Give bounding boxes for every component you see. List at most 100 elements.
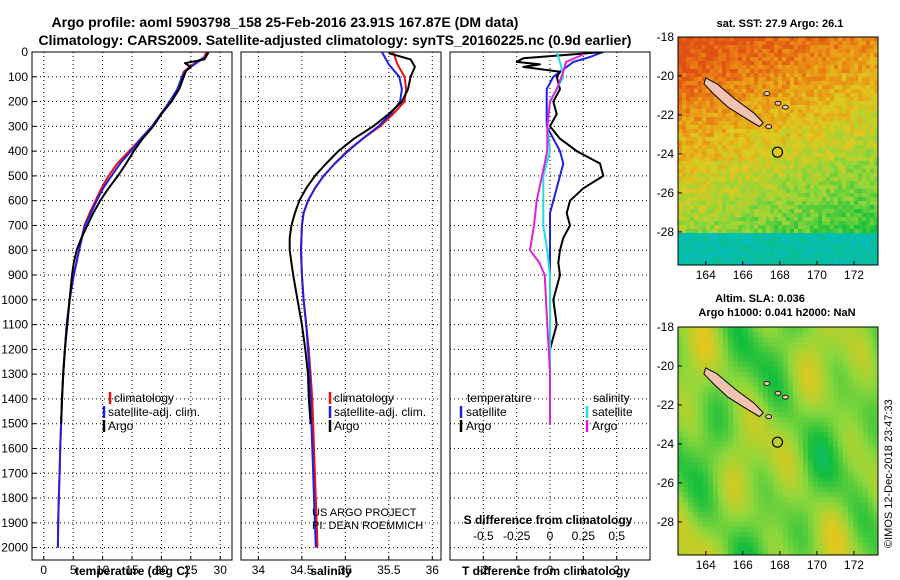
map-cell (783, 537, 788, 542)
map-cell (838, 105, 842, 109)
map-cell (853, 512, 858, 517)
map-cell (708, 512, 713, 517)
map-cell (866, 193, 870, 197)
map-cell (742, 185, 746, 189)
map-cell (770, 217, 774, 221)
map-cell (813, 492, 818, 497)
x-tick-label: 5 (70, 563, 77, 577)
map-cell (794, 121, 798, 125)
map-cell (858, 141, 862, 145)
map-cell (803, 332, 808, 337)
map-cell (758, 367, 763, 372)
map-cell (810, 73, 814, 77)
map-cell (746, 49, 750, 53)
map-cell (754, 37, 758, 41)
map-cell (828, 552, 833, 555)
map-cell (742, 49, 746, 53)
map-cell (810, 109, 814, 113)
map-cell (713, 522, 718, 527)
map-cell (698, 113, 702, 117)
map-cell (730, 201, 734, 205)
map-cell (813, 402, 818, 407)
map-cell (823, 487, 828, 492)
map-cell (830, 161, 834, 165)
map-cell (778, 37, 782, 41)
map-cell (786, 89, 790, 93)
map-cell (794, 129, 798, 133)
map-cell (762, 157, 766, 161)
map-cell (753, 462, 758, 467)
map-cell (690, 153, 694, 157)
map-cell (714, 261, 718, 265)
map-cell (823, 337, 828, 342)
map-cell (678, 97, 682, 101)
map-cell (863, 437, 868, 442)
map-cell (788, 417, 793, 422)
map-cell (718, 145, 722, 149)
map-cell (778, 462, 783, 467)
map-cell (694, 177, 698, 181)
map-cell (794, 177, 798, 181)
map-cell (728, 432, 733, 437)
map-cell (688, 492, 693, 497)
map-cell (874, 137, 878, 141)
map-cell (868, 492, 873, 497)
map-cell (768, 347, 773, 352)
map-cell (873, 407, 878, 412)
map-cell (773, 387, 778, 392)
map-cell (806, 161, 810, 165)
map-cell (783, 492, 788, 497)
map-cell (758, 437, 763, 442)
map-cell (833, 477, 838, 482)
map-cell (870, 125, 874, 129)
map-cell (722, 173, 726, 177)
map-cell (746, 145, 750, 149)
map-cell (750, 77, 754, 81)
map-cell (742, 157, 746, 161)
map-cell (794, 237, 798, 241)
map-cell (768, 442, 773, 447)
map-cell (702, 93, 706, 97)
map-cell (782, 245, 786, 249)
map-cell (798, 213, 802, 217)
map-cell (850, 57, 854, 61)
map-cell (766, 245, 770, 249)
map-cell (722, 257, 726, 261)
map-cell (710, 245, 714, 249)
map-cell (754, 257, 758, 261)
map-cell (842, 141, 846, 145)
map-cell (742, 193, 746, 197)
map-cell (758, 77, 762, 81)
map-cell (682, 237, 686, 241)
map-cell (722, 117, 726, 121)
map-cell (738, 387, 743, 392)
map-cell (753, 537, 758, 542)
map-cell (678, 197, 682, 201)
map-cell (863, 537, 868, 542)
lat-tick-label: -22 (657, 398, 675, 412)
map-cell (790, 49, 794, 53)
map-cell (698, 133, 702, 137)
map-cell (838, 169, 842, 173)
map-cell (782, 57, 786, 61)
lat-tick-label: -28 (657, 225, 675, 239)
map-cell (868, 362, 873, 367)
map-cell (842, 89, 846, 93)
map-cell (822, 145, 826, 149)
map-cell (778, 177, 782, 181)
map-cell (874, 217, 878, 221)
map-cell (794, 221, 798, 225)
map-cell (738, 417, 743, 422)
map-cell (770, 101, 774, 105)
map-cell (794, 125, 798, 129)
map-cell (858, 552, 863, 555)
map-cell (803, 492, 808, 497)
lon-tick-label: 168 (770, 558, 790, 572)
map-cell (786, 197, 790, 201)
map-cell (686, 157, 690, 161)
map-cell (818, 73, 822, 77)
map-cell (790, 197, 794, 201)
map-cell (858, 197, 862, 201)
map-cell (753, 437, 758, 442)
map-cell (678, 517, 683, 522)
